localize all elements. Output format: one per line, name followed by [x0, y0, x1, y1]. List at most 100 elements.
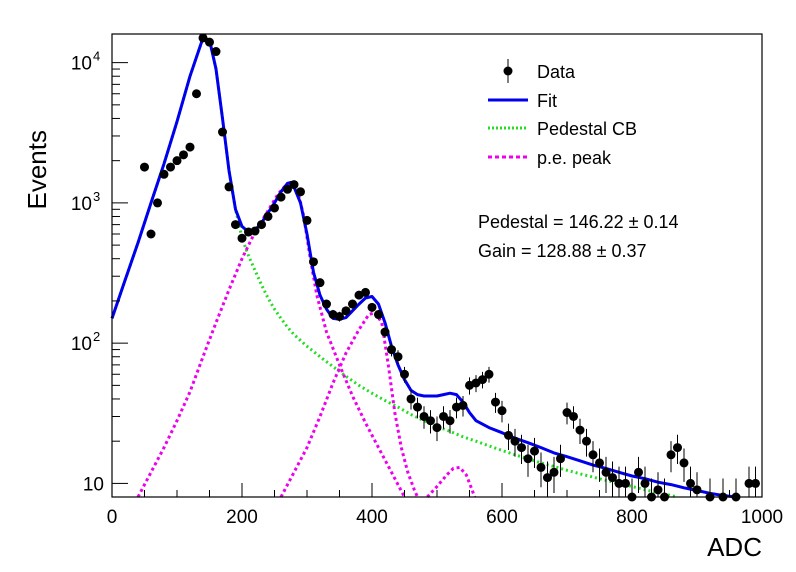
data-point: [270, 203, 279, 213]
data-point: [439, 411, 448, 421]
data-point: [198, 33, 208, 43]
y-tick-label: 10: [71, 334, 92, 355]
data-point: [426, 416, 435, 426]
data-point: [185, 142, 195, 152]
data-point: [608, 473, 617, 483]
x-axis-label: ADC: [707, 532, 762, 562]
x-tick-label: 800: [616, 507, 648, 528]
y-tick-label: 10: [83, 474, 104, 495]
data-point: [283, 184, 292, 194]
x-tick-label: 400: [356, 507, 388, 528]
legend-label-pedestal: Pedestal CB: [537, 119, 637, 139]
data-point: [224, 182, 234, 192]
data-point: [549, 467, 559, 477]
legend-label-pe-peak: p.e. peak: [537, 148, 612, 168]
data-point: [335, 311, 344, 321]
data-point: [413, 402, 422, 412]
legend-item-pedestal: Pedestal CB: [488, 119, 637, 139]
data-point: [367, 302, 377, 312]
data-point: [491, 397, 500, 407]
data-point: [361, 287, 370, 297]
x-tick-label: 1000: [741, 507, 783, 528]
data-point: [673, 443, 682, 453]
legend-item-fit: Fit: [488, 91, 557, 111]
data-point: [205, 37, 214, 47]
y-tick-exponent: 3: [93, 189, 100, 204]
annotation-gain: Gain = 128.88 ± 0.37: [478, 241, 647, 261]
data-point: [166, 162, 175, 172]
data-point: [497, 406, 507, 416]
data-point: [211, 47, 221, 57]
data-point: [218, 127, 227, 137]
data-point: [510, 436, 520, 446]
series-fit-line: [110, 36, 737, 499]
data-point: [744, 478, 754, 488]
data-point: [478, 375, 487, 385]
data-point: [400, 369, 409, 379]
y-axis-label: Events: [22, 130, 52, 210]
data-point: [387, 345, 396, 355]
y-tick-exponent: 4: [93, 49, 100, 64]
data-point: [231, 220, 240, 230]
data-point: [322, 299, 331, 309]
x-tick-label: 0: [107, 507, 118, 528]
data-point: [601, 467, 611, 477]
series-p-e-peak-2-line: [279, 311, 419, 498]
data-point: [348, 299, 357, 309]
data-point: [296, 187, 305, 197]
data-point: [543, 473, 552, 483]
data-point: [666, 450, 676, 460]
data-point: [315, 278, 325, 288]
y-tick-label: 10: [71, 54, 92, 75]
data-point: [140, 162, 149, 172]
data-point: [530, 446, 539, 456]
data-point: [536, 462, 546, 472]
data-point: [419, 411, 429, 421]
data-point: [374, 310, 383, 320]
data-point: [432, 423, 442, 433]
data-point: [569, 411, 578, 421]
data-point: [250, 226, 260, 236]
data-point: [595, 458, 604, 468]
legend-item-pe-peak: p.e. peak: [488, 148, 612, 168]
legend-label-fit: Fit: [537, 91, 557, 111]
legend-label-data: Data: [537, 62, 576, 82]
data-point: [179, 150, 188, 160]
data-point: [679, 458, 689, 468]
data-point: [582, 436, 591, 446]
data-point: [575, 425, 585, 435]
x-tick-label: 600: [486, 507, 518, 528]
data-point: [172, 156, 182, 166]
data-point: [276, 192, 286, 202]
legend-marker-data: [503, 66, 513, 76]
data-point: [341, 306, 351, 316]
annotation-pedestal: Pedestal = 146.22 ± 0.14: [478, 212, 679, 232]
x-axis-ticks: 0 200 400 600 800 1000: [107, 483, 783, 528]
data-point: [588, 450, 598, 460]
data-point: [309, 257, 318, 267]
legend-item-data: Data: [503, 59, 576, 83]
data-point: [393, 352, 403, 362]
data-point: [159, 169, 169, 179]
data-point: [153, 198, 162, 208]
y-tick-label: 10: [71, 194, 92, 215]
data-point: [517, 443, 526, 453]
data-point: [504, 430, 513, 440]
data-point: [562, 408, 572, 418]
data-point: [146, 229, 156, 239]
data-point: [484, 369, 494, 379]
data-point: [237, 233, 247, 243]
y-tick-exponent: 2: [93, 329, 100, 344]
data-point: [302, 215, 312, 225]
data-point: [406, 394, 416, 404]
data-point: [653, 485, 663, 495]
data-point: [686, 478, 695, 488]
data-point: [458, 400, 468, 410]
data-point: [263, 211, 273, 221]
data-point: [692, 485, 702, 495]
data-point: [640, 478, 650, 488]
data-points: [140, 33, 760, 502]
